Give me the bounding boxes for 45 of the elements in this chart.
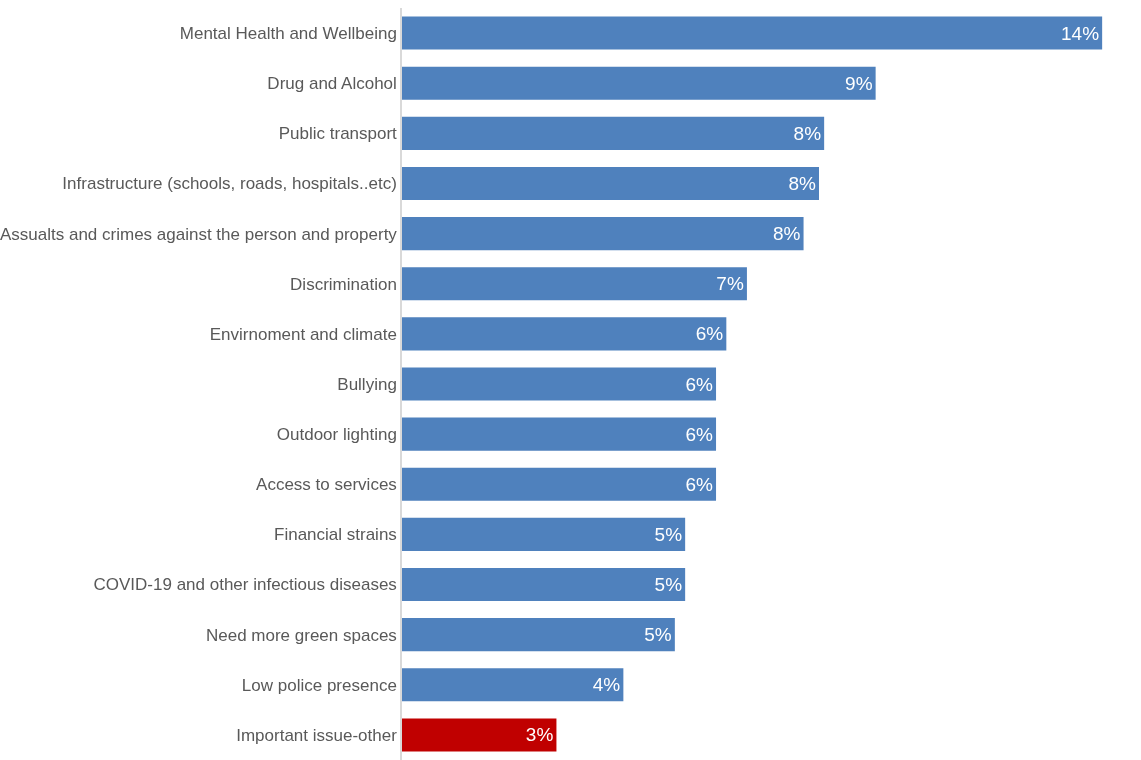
bar xyxy=(402,317,727,351)
y-tick-label: Assualts and crimes against the person and property xyxy=(0,224,398,244)
bar xyxy=(402,267,747,301)
bar xyxy=(402,217,804,251)
data-label: 8% xyxy=(788,172,816,194)
y-tick-label: Need more green spaces xyxy=(205,625,397,645)
y-tick-label: Bullying xyxy=(337,374,397,394)
bar xyxy=(402,567,686,602)
y-tick-label: Financial strains xyxy=(274,525,397,545)
y-tick-label: Infrastructure (schools, roads, hospitals..etc) xyxy=(62,174,397,194)
bar xyxy=(402,116,825,150)
bar xyxy=(402,16,1103,50)
bar xyxy=(402,517,686,551)
y-tick-label: COVID-19 and other infectious diseases xyxy=(93,575,397,595)
data-label: 5% xyxy=(654,523,683,545)
bar xyxy=(402,417,717,451)
data-label: 9% xyxy=(845,72,873,94)
y-tick-label: Discrimination xyxy=(290,274,397,294)
y-tick-label: Drug and Alcohol xyxy=(267,74,397,94)
data-label: 6% xyxy=(685,423,714,445)
data-label: 3% xyxy=(525,724,554,746)
bar xyxy=(402,718,557,752)
bar xyxy=(402,367,717,401)
data-label: 6% xyxy=(685,373,714,395)
bar xyxy=(402,66,876,100)
y-tick-label: Mental Health and Wellbeing xyxy=(179,24,397,44)
data-label: 5% xyxy=(644,624,672,646)
y-tick-label: Low police presence xyxy=(241,675,397,695)
y-tick-label: Important issue-other xyxy=(236,725,398,745)
data-label: 6% xyxy=(685,473,714,495)
data-label: 5% xyxy=(654,574,683,596)
bar xyxy=(402,668,624,702)
y-tick-label: Outdoor lighting xyxy=(276,425,397,445)
data-label: 4% xyxy=(592,674,621,696)
y-tick-label: Access to services xyxy=(256,475,397,495)
y-tick-label: Public transport xyxy=(278,124,398,144)
bar xyxy=(402,618,675,652)
bar xyxy=(402,467,717,501)
data-label: 6% xyxy=(695,323,724,345)
data-label: 7% xyxy=(716,273,744,295)
data-label: 8% xyxy=(772,223,801,245)
data-label: 8% xyxy=(793,122,822,144)
bar xyxy=(402,166,819,201)
y-tick-label: Envirnoment and climate xyxy=(209,324,397,344)
data-label: 14% xyxy=(1061,22,1100,44)
